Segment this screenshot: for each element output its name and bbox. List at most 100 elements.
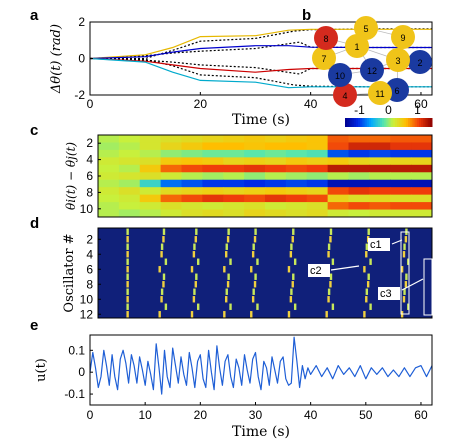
heatmap-cell <box>160 149 182 158</box>
raster-event <box>126 311 129 318</box>
heatmap-cell <box>98 209 120 218</box>
heatmap-cell <box>139 202 162 211</box>
raster-event <box>327 251 330 258</box>
heatmap-cell <box>306 209 329 218</box>
heatmap-cell <box>139 157 162 166</box>
heatmap-cell <box>285 179 308 188</box>
heatmap-cell <box>223 149 245 158</box>
raster-event <box>225 288 228 295</box>
heatmap-cell <box>98 194 120 203</box>
heatmap-cell <box>181 172 203 181</box>
raster-event <box>195 273 198 280</box>
heatmap-cell <box>98 172 120 181</box>
raster-event <box>363 311 366 318</box>
raster-event <box>365 251 368 258</box>
colorbar-cell <box>384 118 387 127</box>
raster-event <box>365 288 369 295</box>
heatmap-cell <box>202 142 224 151</box>
heatmap-cell <box>244 157 266 166</box>
heatmap-cell <box>265 179 287 188</box>
heatmap-cell <box>160 172 182 181</box>
heatmap-cell <box>223 194 245 203</box>
heatmap-cell <box>139 164 162 173</box>
raster-event <box>162 273 166 280</box>
line-series-5 <box>89 45 432 60</box>
raster-event <box>227 228 230 235</box>
heatmap-cell <box>244 209 266 218</box>
raster-event <box>327 288 331 295</box>
heatmap-cell <box>118 172 141 181</box>
x-tick-label: 0 <box>87 408 94 422</box>
heatmap-cell <box>369 164 391 173</box>
raster-event <box>226 281 230 288</box>
raster-event <box>329 273 333 280</box>
heatmap-cell <box>223 187 245 196</box>
annotation-c1: c1 <box>370 239 382 251</box>
raster-event <box>250 311 253 318</box>
raster-event <box>227 273 230 280</box>
raster-event <box>254 228 257 235</box>
raster-event <box>405 273 408 280</box>
heatmap-cell <box>265 135 287 143</box>
heatmap-cell <box>118 202 141 211</box>
heatmap-cell <box>202 172 224 181</box>
raster-event <box>329 281 332 288</box>
raster-event <box>327 296 330 303</box>
network-node-label: 6 <box>394 86 399 96</box>
heatmap-cell <box>369 157 391 166</box>
raster-event <box>194 281 197 288</box>
raster-event <box>402 296 406 303</box>
heatmap-cell <box>202 202 224 211</box>
raster-event <box>126 266 129 273</box>
colorbar-cell <box>362 118 366 127</box>
raster-event <box>331 303 335 310</box>
heatmap-cell <box>181 157 203 166</box>
raster-event <box>160 296 163 303</box>
heatmap-cell <box>306 142 329 151</box>
heatmap-cell <box>223 135 245 143</box>
heatmap-cell <box>202 164 224 173</box>
colorbar-cell <box>425 118 429 127</box>
heatmap-cell <box>327 187 349 196</box>
heatmap-cell <box>411 135 433 143</box>
raster-event <box>229 303 232 310</box>
heatmap-cell <box>160 142 182 151</box>
raster-event <box>126 281 129 288</box>
network-node-label: 11 <box>375 89 384 99</box>
heatmap-cell <box>348 135 370 143</box>
heatmap-cell <box>98 142 120 151</box>
heatmap-cell <box>181 179 203 188</box>
colorbar-cell <box>360 118 363 127</box>
heatmap-cell <box>411 157 433 166</box>
colorbar-cell <box>345 118 348 127</box>
heatmap-cell <box>160 179 182 188</box>
colorbar-cell <box>401 118 405 127</box>
x-axis-label: Time (s) <box>232 424 290 440</box>
raster-event <box>403 288 406 295</box>
raster-event <box>190 311 194 318</box>
raster-event <box>126 288 129 295</box>
annotation-c3: c3 <box>380 288 392 300</box>
network-node-3 <box>386 48 410 72</box>
raster-event <box>126 258 129 265</box>
heatmap-cell <box>411 172 433 181</box>
raster-event <box>256 258 259 265</box>
heatmap-cell <box>285 149 308 158</box>
colorbar-cell <box>386 118 389 127</box>
heatmap-cell <box>223 142 245 151</box>
heatmap-cell <box>348 194 370 203</box>
x-tick-label: 10 <box>138 408 152 422</box>
raster-event <box>404 281 408 288</box>
heatmap-cell <box>390 209 412 218</box>
heatmap-cell <box>411 149 433 158</box>
heatmap-cell <box>160 164 182 173</box>
raster-event <box>287 266 291 273</box>
panel-label-b: b <box>302 7 311 24</box>
heatmap-cell <box>118 157 141 166</box>
heatmap-cell <box>348 179 370 188</box>
heatmap-cell <box>139 209 162 218</box>
raster-event <box>367 228 370 235</box>
heatmap-cell <box>118 164 141 173</box>
y-tick-label: 10 <box>80 202 94 216</box>
raster-event <box>407 303 410 310</box>
